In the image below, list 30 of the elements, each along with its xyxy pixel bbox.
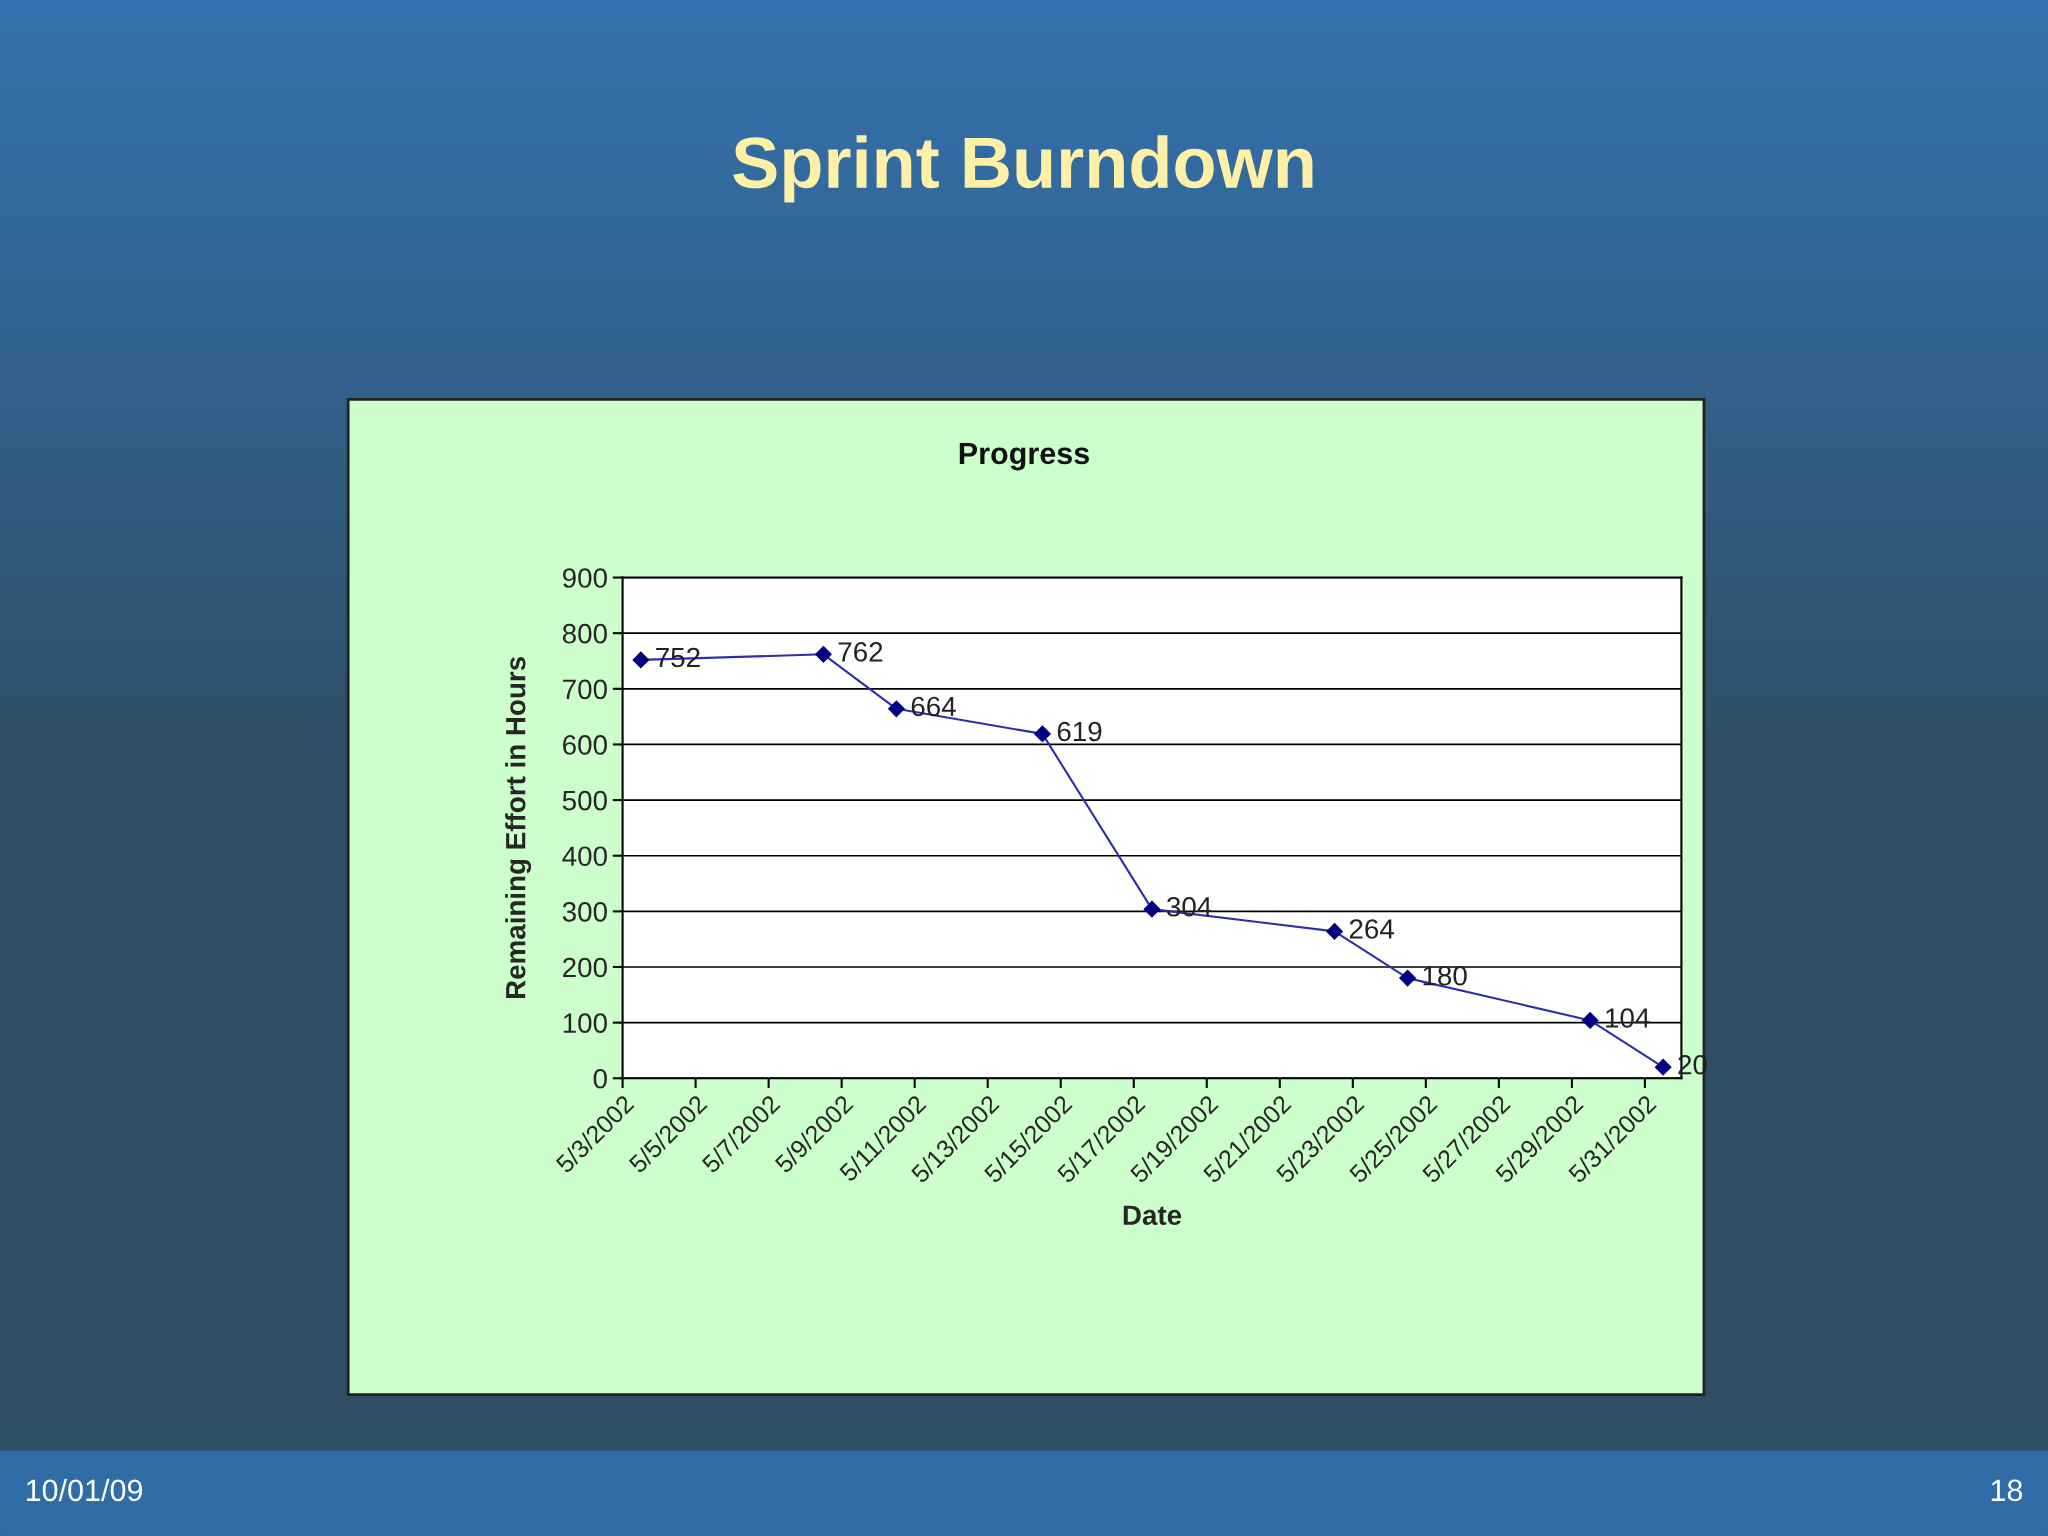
data-label: 264 [1349,919,1394,939]
chart-title: Sprint Burndown [733,135,1313,203]
y-tick-label: 700 [563,679,607,700]
text: 10/01/09 [26,1478,143,1502]
point [1034,725,1051,743]
y-tick-label: 900 [562,568,607,588]
y-axis-title: Remaining Effort in Hours [505,656,532,999]
y-tick-label: 200 [563,957,607,978]
data-label: 180 [1423,965,1467,986]
y-tick-label: 800 [562,623,607,644]
y-tick-label: 0 [593,1068,607,1089]
point [888,700,905,718]
data-label: 619 [1057,721,1102,742]
y-tick-label: 300 [562,902,607,922]
x-axis-title: Date [1123,1205,1182,1226]
point [1399,969,1416,987]
point [1326,923,1343,940]
point [815,645,832,663]
point [1581,1012,1599,1029]
y-tick-label: 400 [562,846,607,867]
point [1654,1058,1672,1076]
y-tick-label: 500 [562,790,607,811]
y-tick-label: 600 [563,735,607,755]
chart-subtitle: Progress [959,442,1089,471]
point [632,651,650,669]
data-label: 664 [911,696,956,717]
data-label: 762 [838,642,883,662]
y-tick-label: 100 [563,1013,607,1033]
point [1143,900,1161,918]
text: 18 [1991,1479,2023,1502]
